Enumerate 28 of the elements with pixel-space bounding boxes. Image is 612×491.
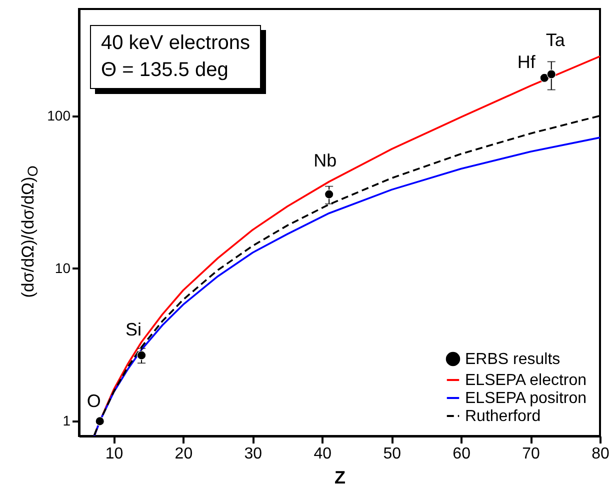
point [136,350,146,360]
x-tick-label: 40 [314,446,332,462]
x-tick-label: 70 [522,446,540,462]
annotation: Si [126,319,142,340]
x-tick-label: 50 [383,446,402,462]
point [324,190,334,199]
point [95,416,104,426]
annotation: Ta [546,30,566,50]
point [540,73,550,82]
x-tick-label: 80 [592,446,610,462]
x-tick-label: 60 [452,446,471,462]
y-tick-label: 1 [62,412,71,429]
y-tick-label: 100 [47,107,71,124]
legend-label: ERBS results [465,351,560,368]
x-tick-label: 20 [174,446,193,462]
annotation: O [86,391,101,412]
legend-label: ELSEPA electron [465,372,587,389]
annotation: 40 keV electrons [101,32,250,54]
annotation: Hf [517,52,536,72]
annotation: Θ = 135.5 deg [101,59,228,81]
legend-label: ELSEPA positron [465,390,587,407]
x-tick-label: 30 [244,446,262,462]
x-tick-label: 10 [105,446,124,462]
point [546,70,556,79]
x-axis-title: Z [334,468,346,488]
legend-label: Rutherford [465,408,541,425]
annotation: Nb [314,150,337,170]
y-tick-label: 10 [54,260,71,276]
